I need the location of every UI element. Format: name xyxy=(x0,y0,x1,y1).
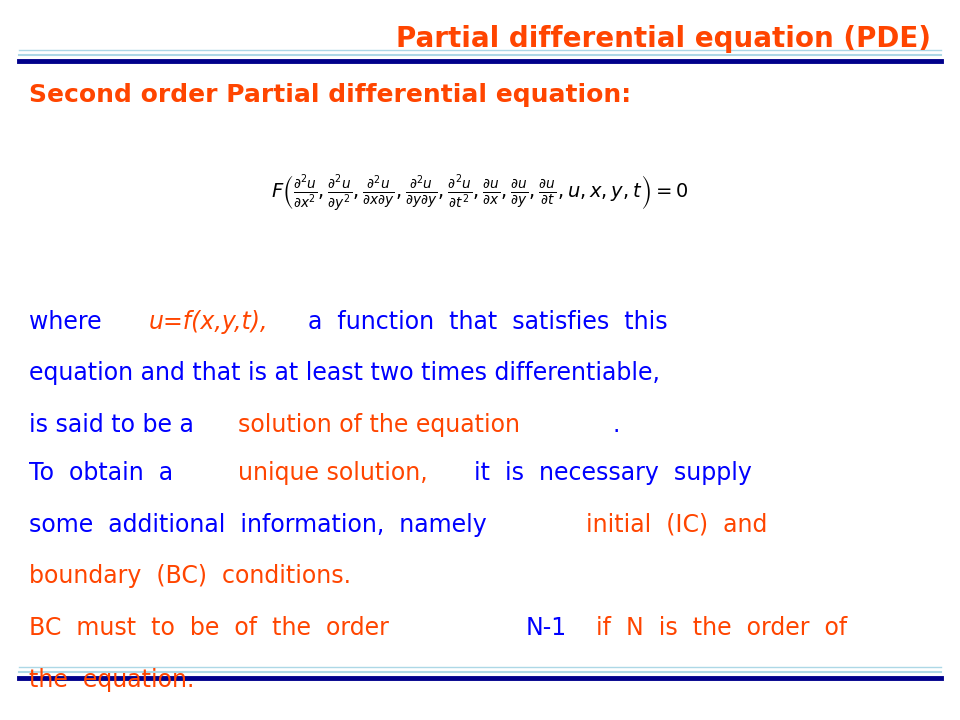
Text: some  additional  information,  namely: some additional information, namely xyxy=(29,513,501,536)
Text: .: . xyxy=(612,413,620,437)
Text: BC  must  to  be  of  the  order: BC must to be of the order xyxy=(29,616,403,640)
Text: N-1: N-1 xyxy=(526,616,567,640)
Text: equation and that is at least two times differentiable,: equation and that is at least two times … xyxy=(29,361,660,385)
Text: where: where xyxy=(29,310,116,333)
Text: u=f(x,y,t),: u=f(x,y,t), xyxy=(149,310,268,333)
Text: solution of the equation: solution of the equation xyxy=(238,413,520,437)
Text: Partial differential equation (PDE): Partial differential equation (PDE) xyxy=(396,25,931,53)
Text: To  obtain  a: To obtain a xyxy=(29,461,188,485)
Text: it  is  necessary  supply: it is necessary supply xyxy=(459,461,752,485)
Text: initial  (IC)  and: initial (IC) and xyxy=(586,513,767,536)
Text: a  function  that  satisfies  this: a function that satisfies this xyxy=(293,310,667,333)
Text: if  N  is  the  order  of: if N is the order of xyxy=(581,616,847,640)
Text: is said to be a: is said to be a xyxy=(29,413,202,437)
Text: boundary  (BC)  conditions.: boundary (BC) conditions. xyxy=(29,564,350,588)
Text: Second order Partial differential equation:: Second order Partial differential equati… xyxy=(29,83,631,107)
Text: unique solution,: unique solution, xyxy=(238,461,428,485)
Text: the  equation.: the equation. xyxy=(29,668,194,692)
Text: $F\left(\frac{\partial^2 u}{\partial x^2}, \frac{\partial^2 u}{\partial y^2}, \f: $F\left(\frac{\partial^2 u}{\partial x^2… xyxy=(272,173,688,212)
